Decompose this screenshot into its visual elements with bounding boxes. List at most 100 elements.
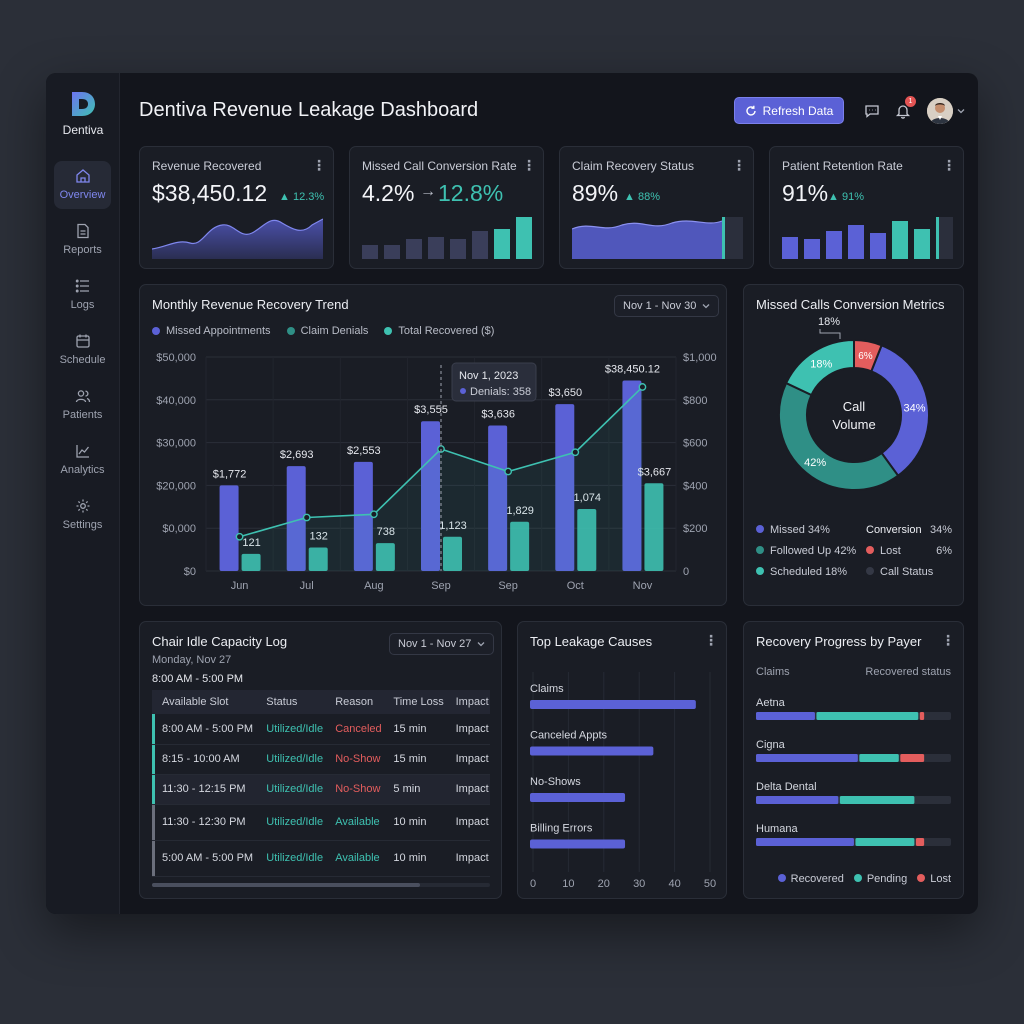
time-loss-cell: 15 min — [383, 714, 446, 745]
callout-line — [819, 329, 841, 339]
chat-icon[interactable] — [864, 103, 880, 119]
donut-slice — [778, 381, 900, 491]
table-row[interactable]: 11:30 - 12:30 PM Utilized/Idle Available… — [152, 804, 490, 841]
legend-item: Pending — [853, 873, 907, 885]
idle-log-table: Available Slot Status Reason Time Loss I… — [152, 690, 490, 877]
top-leakage-card: Top Leakage Causes ⋮ 0 10 20 30 40 50 Claims Ca… — [517, 621, 727, 899]
column-header: Claims — [756, 666, 790, 678]
x-tick-label: 20 — [598, 878, 610, 890]
y2-tick-label: $800 — [683, 395, 707, 407]
chevron-down-icon[interactable] — [957, 107, 965, 115]
data-label: 1,123 — [439, 520, 467, 532]
kpi-value: 89% — [572, 180, 619, 206]
sidebar-item-label: Reports — [63, 244, 102, 256]
log-date-range-dropdown[interactable]: Nov 1 - Nov 27 — [389, 633, 495, 655]
legend-item: Scheduled 18% — [756, 562, 856, 583]
kpi-card-patient-retention: Patient Retention Rate ⋮ 91% ▲ 91% — [769, 146, 964, 269]
data-label: $3,667 — [638, 466, 672, 478]
time-loss-cell: 10 min — [383, 804, 446, 841]
table-row[interactable]: 8:15 - 10:00 AM Utilized/Idle No-Show 15… — [152, 744, 490, 775]
sidebar-item-reports[interactable]: Reports — [54, 216, 111, 264]
bar-claim-denials — [443, 536, 462, 571]
missed-calls-card: Missed Calls Conversion Metrics 34% 42% 18… — [743, 284, 964, 606]
y-tick-label: $0,000 — [162, 523, 196, 535]
payer-segment-lost — [919, 712, 925, 720]
date-range-label: Nov 1 - Nov 30 — [623, 300, 697, 312]
notification-badge: 1 — [905, 96, 916, 107]
card-title: Recovery Progress by Payer — [756, 634, 922, 649]
bar-missed-appointments — [555, 404, 575, 571]
dentiva-logo-icon — [72, 92, 95, 116]
revenue-trend-card: Monthly Revenue Recovery Trend Nov 1 - N… — [139, 284, 727, 606]
bar-claim-denials — [375, 543, 395, 571]
chevron-down-icon — [477, 642, 485, 647]
horizontal-scrollbar[interactable] — [152, 883, 490, 887]
kebab-menu-icon[interactable]: ⋮ — [312, 157, 326, 173]
sidebar-item-overview[interactable]: Overview — [54, 161, 111, 209]
legend-item: Call Status — [866, 562, 952, 583]
sidebar-item-schedule[interactable]: Schedule — [54, 326, 111, 374]
payer-segment-pending — [859, 754, 899, 762]
data-label: 1,829 — [506, 505, 534, 517]
column-header: Recovered status — [865, 666, 951, 678]
bar-missed-appointments — [286, 466, 306, 571]
kebab-menu-icon[interactable]: ⋮ — [732, 157, 746, 173]
total-recovered-point — [638, 383, 647, 391]
x-tick-label: Oct — [567, 580, 584, 592]
revenue-trend-chart: $50,000 $40,000 $30,000 $20,000 $0,000 $0 $1,0… — [156, 352, 716, 592]
payer-legend: Recovered Pending Lost — [777, 873, 951, 885]
legend-item: Lost 6% — [866, 541, 952, 562]
bar-claim-denials — [577, 508, 597, 571]
table-row[interactable]: 8:00 AM - 5:00 PM Utilized/Idle Canceled… — [152, 714, 490, 745]
sidebar-item-analytics[interactable]: Analytics — [54, 436, 111, 484]
table-row[interactable]: 5:00 AM - 5:00 PM Utilized/Idle Availabl… — [152, 840, 490, 877]
card-title: Chair Idle Capacity Log — [152, 634, 288, 649]
sidebar-item-label: Analytics — [60, 464, 105, 476]
sidebar-item-patients[interactable]: Patients — [54, 381, 111, 429]
app-window: Dentiva Overview Reports Logs Schedule P… — [46, 73, 978, 914]
sidebar-item-logs[interactable]: Logs — [54, 271, 111, 319]
home-icon — [75, 169, 90, 183]
donut-center-label: Call — [843, 399, 866, 414]
y2-tick-label: $600 — [683, 438, 707, 450]
payer-segment-pending — [855, 838, 915, 846]
payer-segment-recovered — [756, 754, 858, 762]
claim-area-sparkline — [572, 217, 743, 259]
kebab-menu-icon[interactable]: ⋮ — [522, 157, 536, 173]
avatar[interactable] — [927, 98, 953, 124]
payer-progress-chart: Aetna Cigna Delta Dental Humana — [756, 697, 951, 846]
bell-icon[interactable] — [895, 103, 911, 119]
tooltip-value: Denials: 358 — [470, 386, 531, 398]
category-label: Billing Errors — [530, 823, 593, 835]
x-tick-label: 10 — [562, 878, 574, 890]
reason-cell: No-Show — [325, 774, 384, 805]
data-label: 121 — [242, 537, 260, 549]
status-cell: Utilized/Idle — [256, 840, 326, 877]
x-tick-label: Jul — [300, 580, 314, 592]
kebab-menu-icon[interactable]: ⋮ — [704, 632, 718, 648]
kpi-card-claim-recovery: Claim Recovery Status ⋮ 89% ▲ 88% — [559, 146, 754, 269]
card-title: Monthly Revenue Recovery Trend — [152, 297, 349, 312]
log-date: Monday, Nov 27 — [152, 654, 232, 666]
kebab-menu-icon[interactable]: ⋮ — [942, 157, 956, 173]
kebab-menu-icon[interactable]: ⋮ — [941, 632, 955, 648]
table-row[interactable]: 11:30 - 12:15 PM Utilized/Idle No-Show 5… — [152, 774, 490, 805]
trend-date-range-dropdown[interactable]: Nov 1 - Nov 30 — [614, 295, 720, 317]
donut-legend-left: Missed 34% Followed Up 42% Scheduled 18% — [756, 520, 856, 583]
scrollbar-thumb[interactable] — [152, 883, 420, 887]
bar-missed-appointments — [353, 461, 373, 571]
column-header: Time Loss — [383, 690, 446, 714]
donut-slice — [870, 343, 930, 478]
slot-cell: 11:30 - 12:15 PM — [152, 774, 257, 805]
users-icon — [75, 390, 90, 403]
sidebar-item-settings[interactable]: Settings — [54, 491, 111, 539]
category-label: No-Shows — [530, 776, 581, 788]
kpi-card-revenue-recovered: Revenue Recovered ⋮ $38,450.12 ▲ 12.3% — [139, 146, 334, 269]
status-cell: Utilized/Idle — [256, 744, 326, 775]
tooltip-date: Nov 1, 2023 — [459, 370, 518, 382]
payer-segment-recovered — [756, 838, 854, 846]
card-title: Missed Calls Conversion Metrics — [756, 297, 945, 312]
total-recovered-area — [239, 386, 643, 571]
kpi-delta: ▲ 88% — [624, 191, 660, 203]
refresh-data-button[interactable]: Refresh Data — [734, 97, 844, 124]
